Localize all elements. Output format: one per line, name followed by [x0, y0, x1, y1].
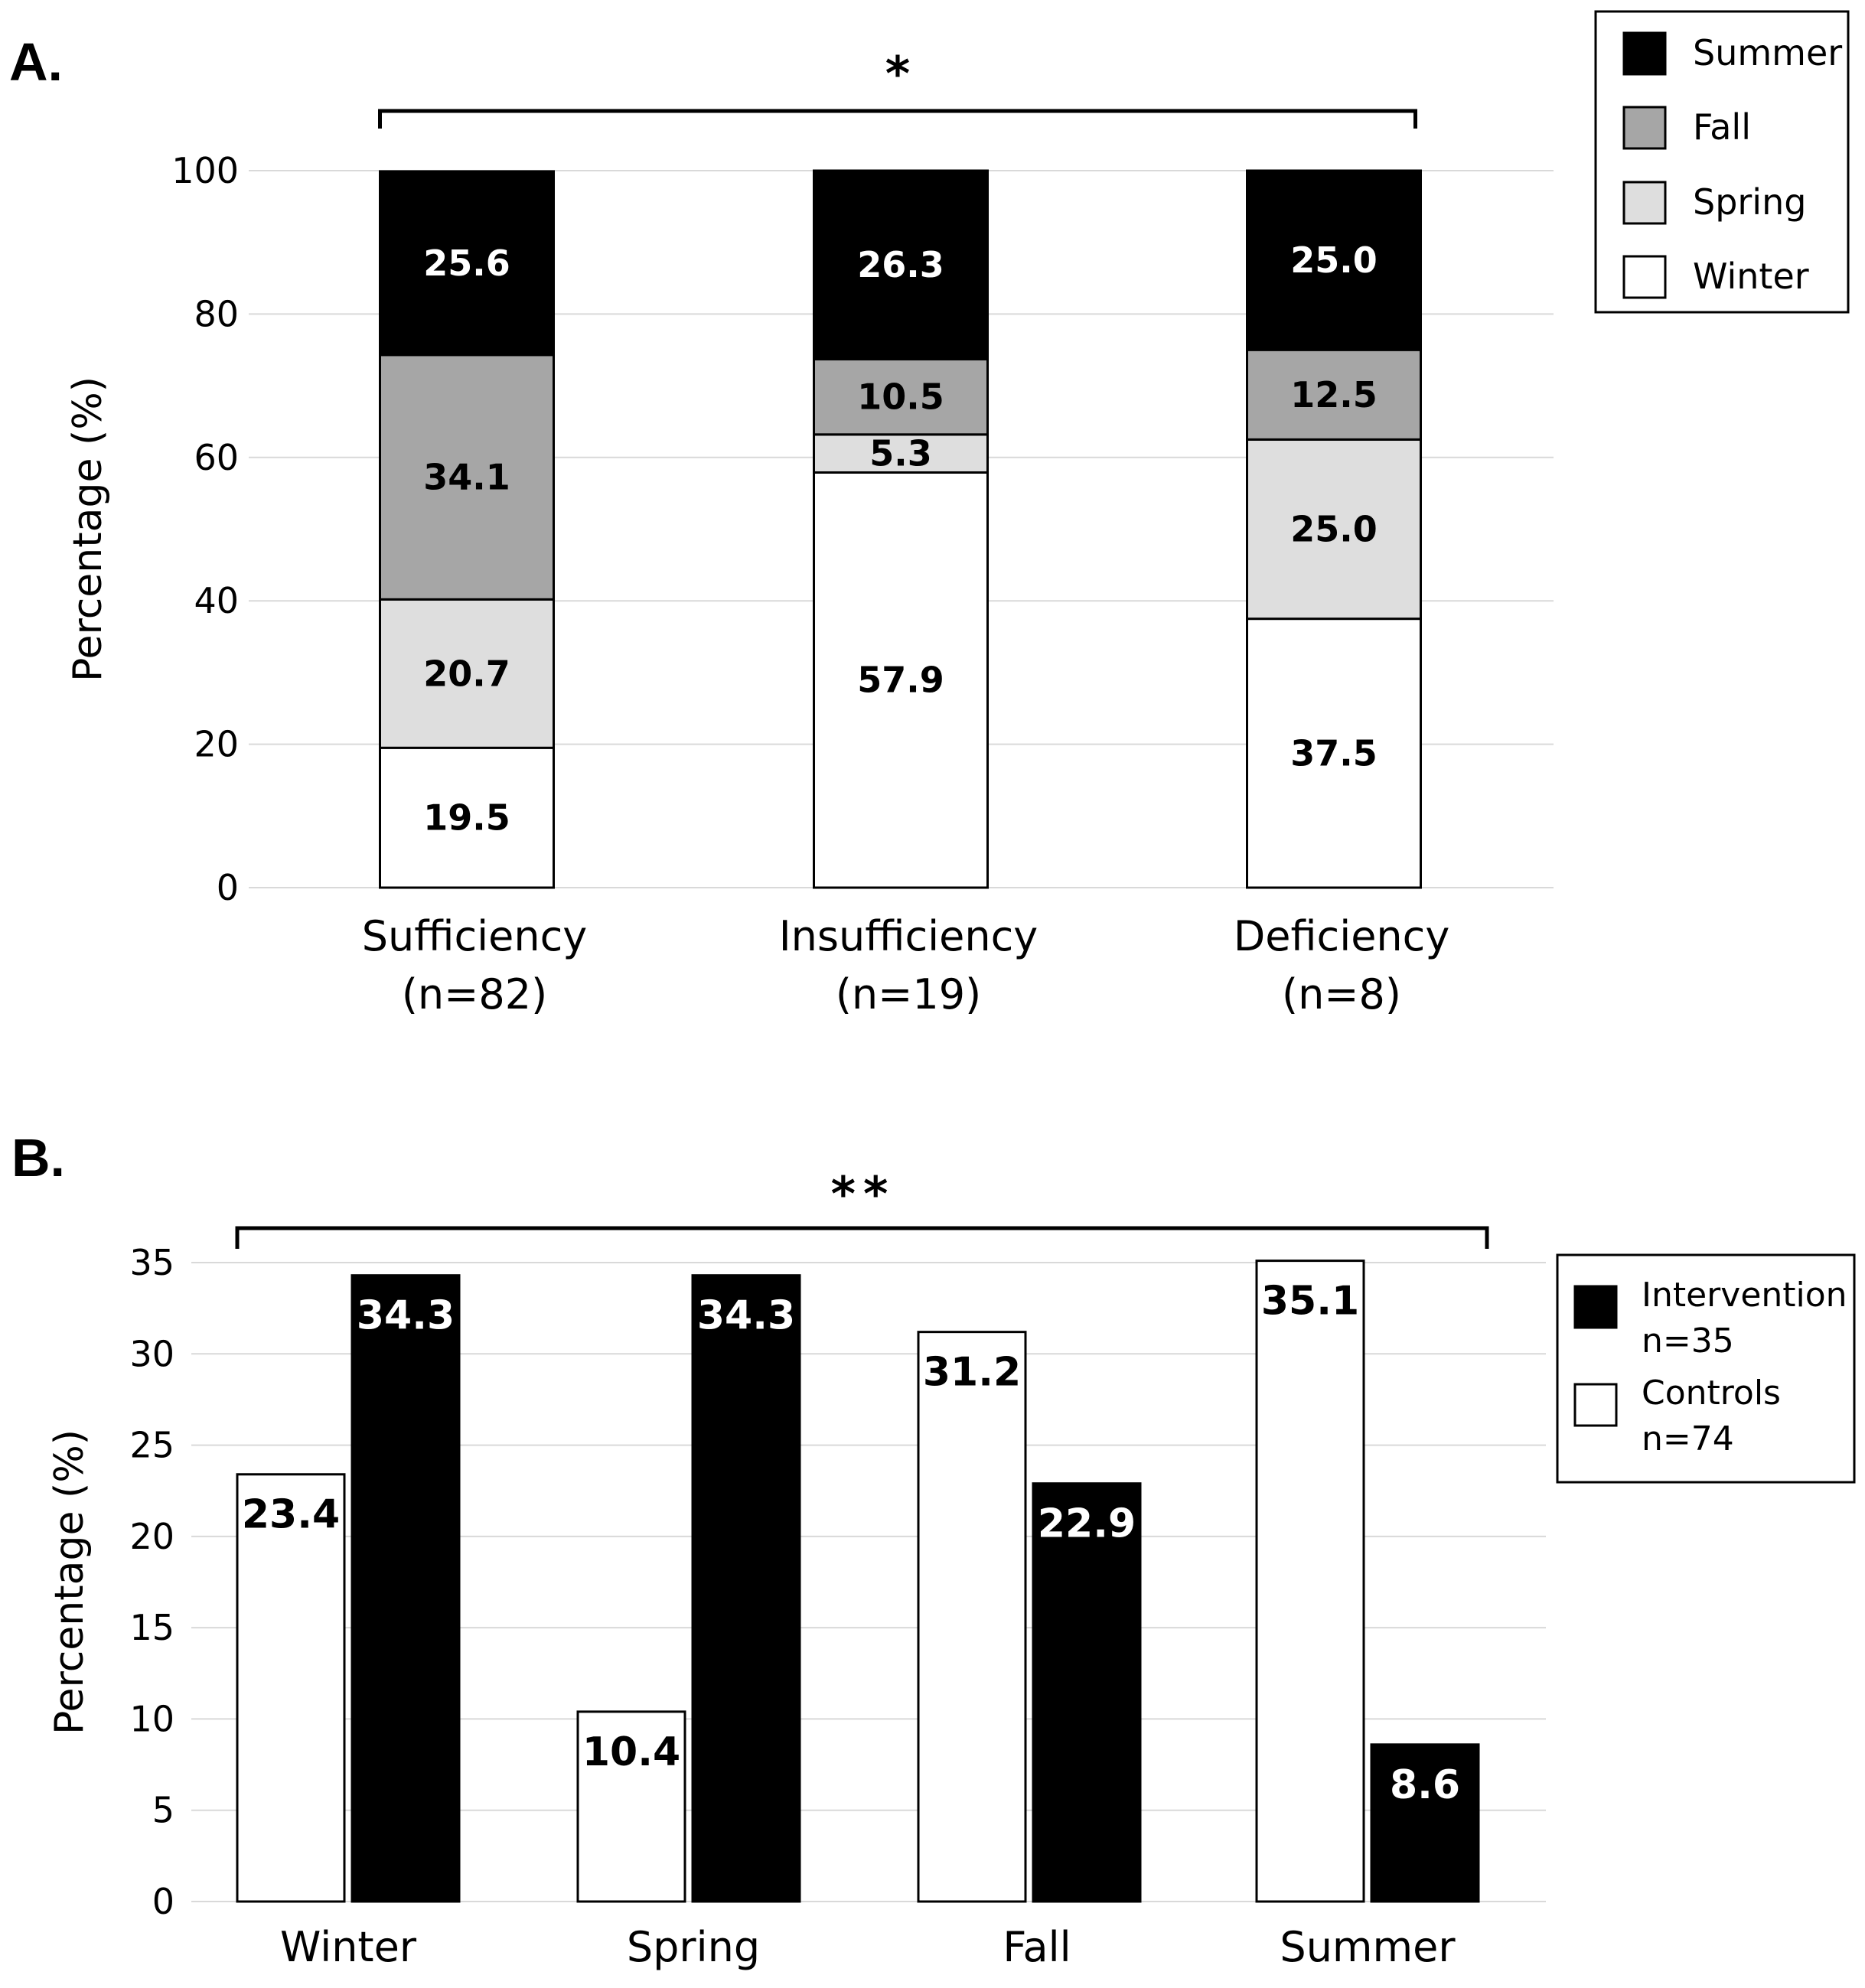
bar-intervention-summer — [1370, 1743, 1480, 1903]
y-tick-label: 25 — [129, 1425, 174, 1466]
x-category-label: Summer — [1280, 1923, 1456, 1971]
panel-b-label: B. — [11, 1128, 65, 1188]
bar-winter-deficiency — [1246, 618, 1422, 889]
x-category-label: Deficiency — [1234, 912, 1450, 960]
significance-bracket — [378, 109, 1417, 129]
y-tick-label: 40 — [194, 580, 239, 621]
x-category-count: (n=8) — [1282, 970, 1401, 1018]
data-label: 23.4 — [242, 1492, 340, 1538]
legend-label-summer: Summer — [1693, 32, 1842, 73]
y-tick-label: 20 — [194, 724, 239, 765]
bar-winter-insufficiency — [813, 471, 989, 889]
bar-spring-insufficiency — [813, 433, 989, 474]
data-label: 12.5 — [1290, 374, 1378, 416]
legend-swatch-spring — [1622, 181, 1667, 225]
bar-intervention-winter — [351, 1274, 461, 1903]
data-label: 57.9 — [857, 660, 944, 701]
bar-fall-insufficiency — [813, 357, 989, 436]
data-label: 5.3 — [869, 433, 932, 474]
significance-marker: ** — [831, 1166, 896, 1222]
bar-summer-sufficiency — [379, 170, 555, 357]
bar-intervention-spring — [691, 1274, 801, 1903]
bar-spring-deficiency — [1246, 438, 1422, 621]
data-label: 10.4 — [582, 1729, 680, 1775]
bar-spring-sufficiency — [379, 598, 555, 749]
bar-summer-insufficiency — [813, 169, 989, 360]
data-label: 34.3 — [357, 1293, 455, 1339]
x-category-label: Insufficiency — [779, 912, 1038, 960]
data-label: 34.3 — [697, 1293, 795, 1339]
panel-b-chart: B. 0 5 10 15 20 25 30 35 Percentage (%) ** 23.4 34.3… — [11, 1128, 1856, 1971]
bar-controls-winter — [236, 1473, 346, 1903]
significance-bracket — [235, 1226, 1489, 1249]
bar-controls-spring — [576, 1710, 686, 1903]
legend-count-intervention: n=35 — [1642, 1322, 1734, 1361]
panel-a-chart: A. 0 20 40 60 80 100 Percentage (%) * 19.5 20.7 34.… — [9, 10, 1850, 1018]
data-label: 22.9 — [1038, 1501, 1136, 1547]
data-label: 10.5 — [857, 376, 944, 418]
legend-swatch-controls — [1573, 1383, 1618, 1427]
y-axis-title: Percentage (%) — [65, 376, 111, 682]
data-label: 20.7 — [423, 653, 510, 694]
data-label: 35.1 — [1261, 1279, 1359, 1325]
bar-fall-deficiency — [1246, 348, 1422, 441]
data-label: 37.5 — [1290, 732, 1378, 774]
legend-swatch-summer — [1622, 31, 1667, 76]
bar-controls-summer — [1255, 1260, 1365, 1903]
legend-swatch-winter — [1622, 255, 1667, 299]
legend-label-controls: Controls — [1642, 1374, 1781, 1413]
y-tick-label: 100 — [171, 150, 239, 191]
data-label: 19.5 — [423, 797, 510, 839]
legend-label-winter: Winter — [1693, 256, 1809, 297]
y-tick-label: 35 — [129, 1242, 174, 1283]
legend-label-fall: Fall — [1693, 106, 1751, 148]
bar-winter-sufficiency — [379, 746, 555, 889]
x-category-label: Fall — [1003, 1923, 1071, 1971]
panel-a-label: A. — [9, 32, 63, 92]
y-tick-label: 30 — [129, 1333, 174, 1374]
data-label: 31.2 — [923, 1350, 1021, 1396]
bar-summer-deficiency — [1246, 169, 1422, 351]
y-tick-label: 5 — [152, 1790, 174, 1831]
significance-marker: * — [885, 46, 910, 102]
y-tick-label: 60 — [194, 437, 239, 478]
x-category-label: Sufficiency — [362, 912, 588, 960]
x-category-label: Winter — [280, 1923, 417, 1971]
y-tick-label: 0 — [217, 867, 239, 908]
data-label: 25.0 — [1290, 509, 1378, 550]
data-label: 34.1 — [423, 457, 510, 498]
y-tick-label: 0 — [152, 1881, 174, 1922]
x-category-count: (n=19) — [836, 970, 981, 1018]
bar-controls-fall — [917, 1331, 1027, 1903]
data-label: 8.6 — [1390, 1762, 1460, 1808]
y-tick-label: 80 — [194, 293, 239, 334]
legend-swatch-fall — [1622, 106, 1667, 150]
legend-label-spring: Spring — [1693, 181, 1806, 223]
bar-fall-sufficiency — [379, 354, 555, 601]
y-axis-title: Percentage (%) — [47, 1429, 93, 1735]
x-category-label: Spring — [627, 1923, 760, 1971]
y-tick-label: 15 — [129, 1607, 174, 1648]
data-label: 26.3 — [857, 244, 944, 285]
legend-swatch-intervention — [1573, 1285, 1618, 1329]
x-category-count: (n=82) — [402, 970, 547, 1018]
y-tick-label: 10 — [129, 1698, 174, 1739]
legend-count-controls: n=74 — [1642, 1419, 1734, 1458]
legend-label-intervention: Intervention — [1642, 1276, 1847, 1315]
data-label: 25.6 — [423, 243, 510, 284]
bar-intervention-fall — [1032, 1482, 1142, 1903]
data-label: 25.0 — [1290, 240, 1378, 281]
y-tick-label: 20 — [129, 1516, 174, 1557]
